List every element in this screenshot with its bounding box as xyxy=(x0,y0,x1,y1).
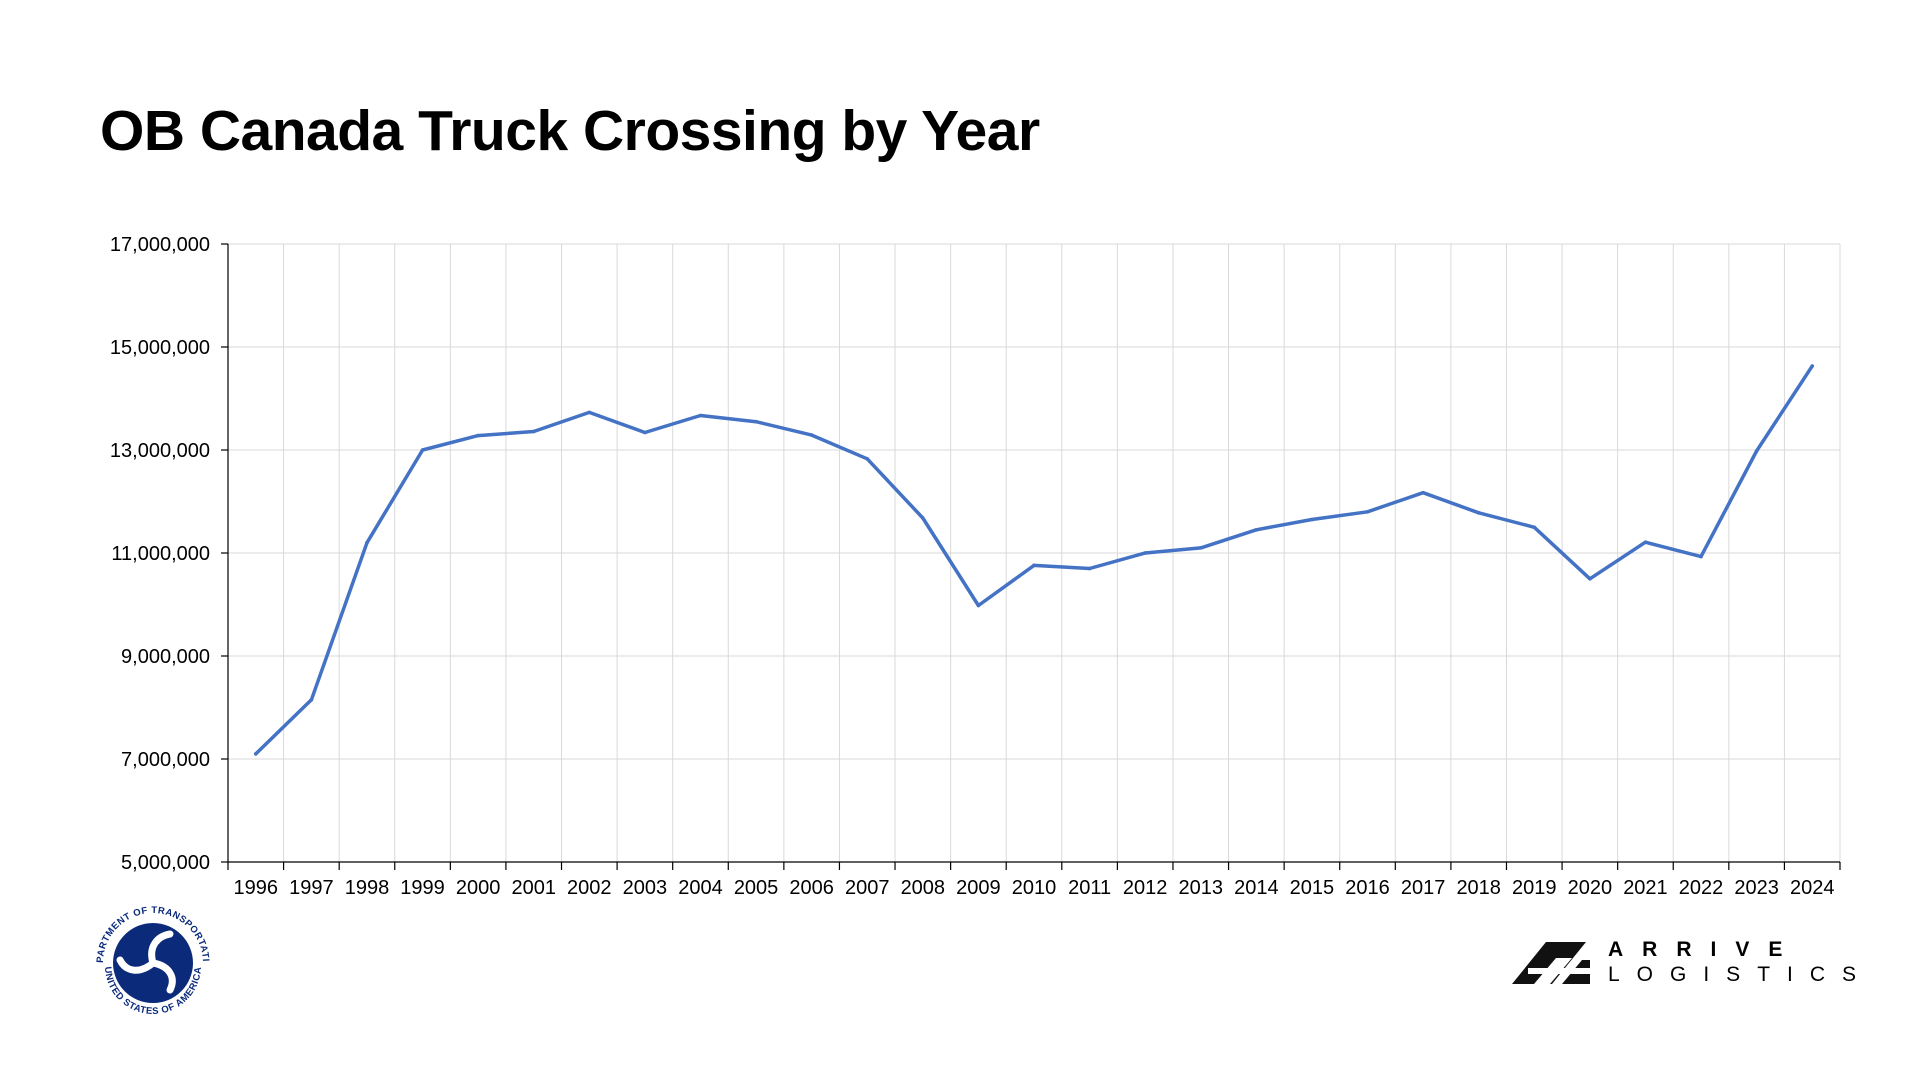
x-tick-label: 2024 xyxy=(1790,877,1835,899)
data-point xyxy=(365,540,369,545)
x-tick-label: 2003 xyxy=(623,877,668,899)
data-point xyxy=(1198,546,1203,550)
x-tick-label: 2017 xyxy=(1401,877,1446,899)
data-point xyxy=(420,448,425,452)
data-point xyxy=(1643,540,1648,544)
data-point xyxy=(643,430,647,435)
data-point xyxy=(1810,364,1815,368)
x-tick-label: 2005 xyxy=(734,877,779,899)
data-point xyxy=(698,413,703,418)
data-point xyxy=(809,433,814,437)
data-point xyxy=(1532,525,1537,530)
y-tick-label: 17,000,000 xyxy=(110,234,210,256)
x-tick-label: 2014 xyxy=(1234,877,1279,899)
data-point xyxy=(976,603,981,608)
x-tick-label: 2000 xyxy=(456,877,501,899)
data-point xyxy=(1254,528,1259,532)
arrive-logistics-logo: ARRIVE LOGISTICS xyxy=(1512,938,1856,988)
x-tick-label: 2023 xyxy=(1734,877,1779,899)
page-title: OB Canada Truck Crossing by Year xyxy=(100,99,1040,163)
x-tick-label: 1999 xyxy=(400,877,445,899)
triskelion-icon xyxy=(116,930,176,994)
y-tick-label: 7,000,000 xyxy=(121,749,210,771)
x-tick-label: 2010 xyxy=(1012,877,1057,899)
x-tick-label: 1997 xyxy=(289,877,334,899)
x-tick-label: 2007 xyxy=(845,877,890,899)
data-point xyxy=(587,410,592,415)
data-point xyxy=(921,516,925,520)
data-point xyxy=(1588,576,1592,581)
data-point xyxy=(253,752,258,756)
data-point xyxy=(531,429,536,434)
x-axis-ticks: 1996 1997 1998 1999 2000 2001 2002 2003 2004 2005… xyxy=(227,862,1841,899)
x-tick-label: 2016 xyxy=(1345,877,1390,899)
data-point xyxy=(1310,517,1314,522)
dot-seal-icon: DEPARTMENT OF TRANSPORTATION UNITED STAT… xyxy=(88,898,211,1017)
x-tick-label: 1996 xyxy=(234,877,279,899)
brand-subname: LOGISTICS xyxy=(1608,963,1874,986)
x-tick-label: 2009 xyxy=(956,877,1001,899)
y-tick-label: 13,000,000 xyxy=(110,440,210,462)
series-line xyxy=(254,364,1814,756)
data-point xyxy=(1754,449,1759,453)
x-tick-label: 2006 xyxy=(789,877,834,899)
x-tick-label: 2002 xyxy=(567,877,612,899)
y-tick-label: 5,000,000 xyxy=(121,852,210,874)
x-tick-label: 2018 xyxy=(1456,877,1501,899)
data-point xyxy=(1143,551,1147,555)
y-tick-label: 15,000,000 xyxy=(110,337,210,359)
x-tick-label: 2019 xyxy=(1512,877,1557,899)
x-tick-label: 2013 xyxy=(1179,877,1224,899)
y-axis-ticks: 5,000,000 7,000,000 9,000,000 11,000,000 13,… xyxy=(110,234,228,874)
data-point xyxy=(309,697,314,702)
data-point xyxy=(865,456,870,461)
y-tick-label: 11,000,000 xyxy=(111,543,210,565)
arrive-logo-icon xyxy=(1512,942,1592,984)
chart-series xyxy=(253,364,1815,756)
data-point xyxy=(1476,511,1481,515)
data-point xyxy=(1421,490,1425,495)
x-tick-label: 2004 xyxy=(678,877,723,899)
data-point xyxy=(1365,510,1370,514)
x-tick-label: 2015 xyxy=(1290,877,1335,899)
data-point xyxy=(476,433,480,438)
data-point xyxy=(1087,566,1092,571)
x-tick-label: 1998 xyxy=(345,877,390,899)
x-tick-label: 2020 xyxy=(1568,877,1613,899)
data-point xyxy=(1699,554,1703,559)
chart-grid xyxy=(228,243,1841,862)
data-point xyxy=(754,419,758,424)
x-tick-label: 2011 xyxy=(1068,877,1111,899)
brand-name: ARRIVE xyxy=(1608,938,1802,961)
x-tick-label: 2008 xyxy=(901,877,946,899)
x-tick-label: 2012 xyxy=(1123,877,1168,899)
x-tick-label: 2001 xyxy=(511,877,556,899)
y-tick-label: 9,000,000 xyxy=(121,646,210,668)
data-point xyxy=(1032,563,1036,568)
x-tick-label: 2021 xyxy=(1623,877,1668,899)
x-tick-label: 2022 xyxy=(1679,877,1724,899)
